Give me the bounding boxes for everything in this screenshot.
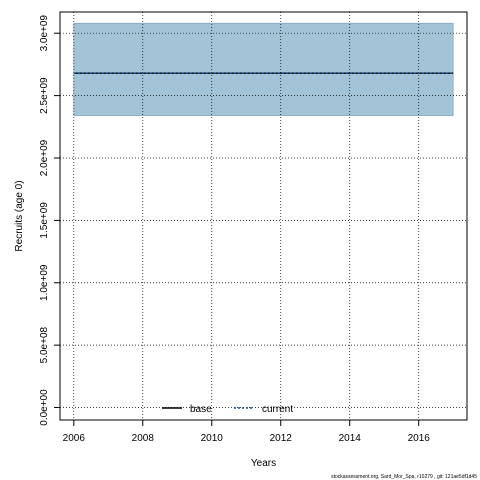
plot-frame <box>59 11 468 421</box>
x-tick-label-2008: 2008 <box>132 433 155 444</box>
legend: base current <box>162 404 293 415</box>
y-tick-label-4: 2.0e+09 <box>39 139 50 176</box>
y-tick-label-3: 1.5e+09 <box>39 202 50 239</box>
y-axis-label: Recruits (age 0) <box>14 180 25 251</box>
x-tick-label-2010: 2010 <box>201 433 224 444</box>
footer-credit: stockassessment.org, Sard_Mor_Spa, r1027… <box>331 474 477 480</box>
y-tick-label-5: 2.5e+09 <box>39 77 50 114</box>
x-axis-label: Years <box>251 458 276 469</box>
x-axis: 2006 2008 2010 2012 2014 2016 <box>63 420 431 444</box>
x-tick-label-2012: 2012 <box>270 433 293 444</box>
y-tick-label-6: 3.0e+09 <box>39 15 50 52</box>
grid-layer <box>60 12 467 420</box>
y-tick-label-1: 5.0e+08 <box>39 326 50 363</box>
legend-label-base: base <box>190 404 212 415</box>
y-tick-label-2: 1.0e+09 <box>39 264 50 301</box>
y-axis: 0.0e+00 5.0e+08 1.0e+09 1.5e+09 2.0e+09 2.5e+… <box>39 15 60 426</box>
x-tick-label-2006: 2006 <box>63 433 86 444</box>
x-tick-label-2014: 2014 <box>339 433 362 444</box>
confidence-band-layer <box>73 22 454 116</box>
legend-label-current: current <box>262 404 293 415</box>
x-tick-label-2016: 2016 <box>408 433 431 444</box>
confidence-band <box>73 22 454 116</box>
y-tick-label-0: 0.0e+00 <box>39 389 50 426</box>
